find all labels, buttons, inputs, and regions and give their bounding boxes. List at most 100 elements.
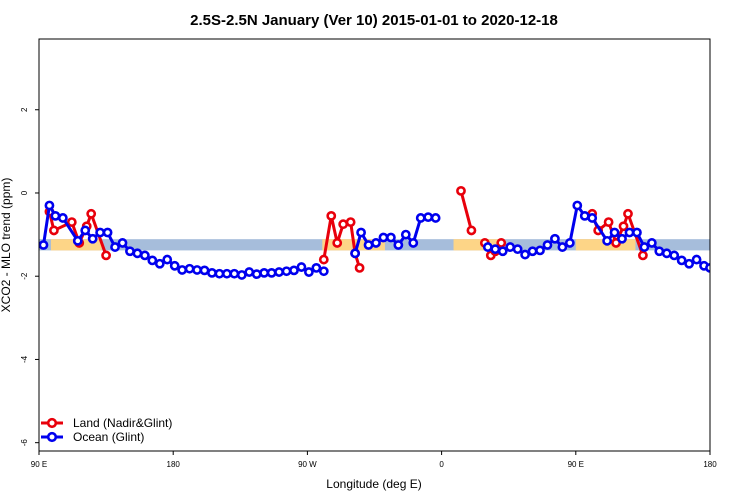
data-point bbox=[110, 242, 120, 252]
data-point bbox=[169, 260, 180, 271]
data-point bbox=[251, 269, 262, 280]
x-axis: 90 E 180 90 W 0 90 E 180 bbox=[31, 451, 717, 469]
data-point bbox=[303, 267, 314, 277]
data-point bbox=[86, 208, 97, 219]
data-point bbox=[102, 227, 113, 238]
data-point bbox=[624, 227, 635, 238]
legend-marker bbox=[46, 431, 58, 443]
data-point bbox=[378, 232, 389, 243]
data-point bbox=[139, 250, 150, 261]
y-axis: -6 -4 -2 0 2 bbox=[20, 107, 39, 446]
data-point bbox=[550, 233, 560, 244]
x-tick-label: 0 bbox=[439, 460, 444, 469]
data-point bbox=[557, 242, 568, 252]
data-point bbox=[50, 210, 61, 221]
data-point bbox=[691, 254, 702, 265]
data-point bbox=[676, 255, 687, 266]
x-tick-label: 90 E bbox=[31, 460, 47, 469]
series-ocean bbox=[39, 200, 710, 280]
data-point bbox=[199, 265, 210, 276]
legend-label: Land (Nadir&Glint) bbox=[73, 416, 172, 430]
data-point bbox=[609, 227, 620, 238]
data-point bbox=[117, 238, 128, 248]
data-point bbox=[572, 200, 583, 211]
data-point bbox=[618, 221, 629, 232]
data-point bbox=[564, 238, 575, 248]
data-point bbox=[638, 250, 648, 261]
y-tick-label: 0 bbox=[20, 190, 29, 195]
data-point bbox=[661, 248, 672, 259]
data-point bbox=[393, 240, 404, 250]
data-point bbox=[154, 258, 165, 269]
x-axis-label: Longitude (deg E) bbox=[326, 477, 421, 491]
data-point bbox=[318, 266, 329, 277]
series-line bbox=[459, 190, 473, 231]
y-tick-label: -4 bbox=[20, 355, 29, 363]
plot-frame bbox=[38, 38, 711, 452]
land-band-segment bbox=[453, 239, 502, 251]
data-point bbox=[44, 200, 55, 211]
data-point bbox=[386, 232, 396, 243]
data-point bbox=[363, 240, 374, 250]
data-point bbox=[705, 262, 710, 273]
legend-marker bbox=[46, 417, 58, 429]
data-point bbox=[617, 233, 627, 244]
data-point bbox=[66, 217, 77, 228]
data-point bbox=[408, 238, 419, 248]
chart-title: 2.5S-2.5N January (Ver 10) 2015-01-01 to… bbox=[190, 12, 558, 29]
data-point bbox=[95, 227, 106, 238]
data-point bbox=[587, 213, 598, 223]
x-tick-label: 90 W bbox=[298, 460, 317, 469]
data-point bbox=[669, 250, 680, 261]
data-point bbox=[221, 268, 232, 279]
data-point bbox=[623, 208, 633, 219]
data-point bbox=[101, 250, 111, 261]
data-point bbox=[184, 263, 195, 274]
data-point bbox=[332, 238, 343, 248]
data-point bbox=[400, 229, 411, 240]
data-point bbox=[415, 213, 426, 223]
data-point bbox=[57, 213, 68, 223]
data-point bbox=[229, 268, 240, 279]
data-point bbox=[345, 217, 356, 228]
data-point bbox=[684, 258, 695, 269]
data-point bbox=[266, 267, 277, 278]
data-point bbox=[646, 238, 657, 248]
data-point bbox=[520, 249, 531, 260]
data-point bbox=[356, 227, 366, 238]
data-point bbox=[338, 219, 349, 230]
data-point bbox=[423, 212, 434, 223]
y-tick-label: -2 bbox=[20, 272, 29, 280]
data-point bbox=[289, 265, 299, 276]
data-point bbox=[639, 242, 650, 252]
data-point bbox=[466, 225, 477, 236]
data-point bbox=[579, 210, 590, 221]
data-point bbox=[371, 238, 381, 248]
data-point bbox=[497, 246, 508, 257]
data-point bbox=[72, 235, 83, 246]
x-tick-label: 90 E bbox=[568, 460, 584, 469]
data-point bbox=[456, 185, 466, 196]
data-point bbox=[354, 262, 365, 273]
data-point bbox=[281, 266, 292, 277]
data-point bbox=[259, 267, 270, 278]
data-point bbox=[318, 254, 329, 265]
x-tick-label: 180 bbox=[703, 460, 717, 469]
x-tick-label: 180 bbox=[167, 460, 181, 469]
data-point bbox=[296, 262, 307, 272]
data-point bbox=[350, 248, 361, 259]
y-tick-label: 2 bbox=[20, 107, 29, 112]
data-point bbox=[214, 268, 225, 279]
y-axis-label: XCO2 - MLO trend (ppm) bbox=[0, 178, 13, 313]
data-point bbox=[654, 246, 665, 257]
data-point bbox=[274, 267, 284, 277]
data-point bbox=[512, 244, 523, 255]
data-point bbox=[207, 267, 217, 278]
data-point bbox=[147, 255, 158, 266]
data-point bbox=[192, 265, 202, 275]
data-point bbox=[632, 227, 642, 238]
data-point bbox=[132, 248, 143, 259]
data-point bbox=[80, 225, 91, 236]
legend-label: Ocean (Glint) bbox=[73, 430, 144, 444]
data-point bbox=[125, 246, 135, 257]
